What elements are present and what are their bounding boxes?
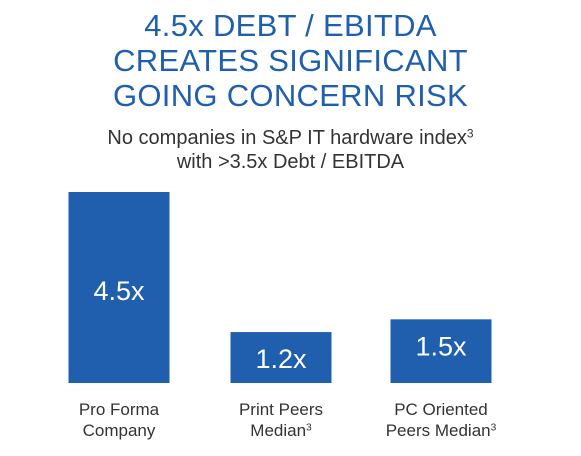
category-label-line-2-text: Median <box>250 421 307 440</box>
bar-2 <box>230 332 332 383</box>
subtitle-line-1-text: No companies in S&P IT hardware index <box>107 127 467 149</box>
category-label-line-2: Company <box>34 420 204 441</box>
title-line-1: 4.5x DEBT / EBITDA <box>144 8 437 43</box>
subtitle-footnote-marker: 3 <box>466 126 474 141</box>
bar-1 <box>68 192 170 383</box>
chart-title: 4.5x DEBT / EBITDA CREATES SIGNIFICANT G… <box>0 8 581 113</box>
subtitle-line-2: with >3.5x Debt / EBITDA <box>176 151 405 173</box>
category-label-line-2-text: Company <box>82 421 156 440</box>
data-label-2: 1.2x <box>255 344 307 374</box>
category-label-2: Print Peers Median3 <box>196 399 366 441</box>
subtitle-line-1: No companies in S&P IT hardware index3 <box>0 126 581 150</box>
category-label-line-2: Peers Median3 <box>356 420 526 441</box>
category-label-line-2-text: Peers Median <box>385 421 491 440</box>
category-footnote-marker: 3 <box>490 422 497 434</box>
title-line-3: GOING CONCERN RISK <box>112 78 469 113</box>
category-label-3: PC Oriented Peers Median3 <box>356 399 526 441</box>
data-label-1: 4.5x <box>93 276 145 306</box>
bar-3 <box>390 319 492 383</box>
category-label-line-2: Median3 <box>196 420 366 441</box>
title-line-2: CREATES SIGNIFICANT <box>113 43 468 78</box>
category-label-1: Pro Forma Company <box>34 399 204 441</box>
data-label-3: 1.5x <box>415 331 467 361</box>
category-label-line-1: PC Oriented <box>394 400 488 419</box>
category-footnote-marker: 3 <box>306 422 312 434</box>
category-label-line-1: Pro Forma <box>78 400 160 419</box>
category-label-line-1: Print Peers <box>238 400 324 419</box>
chart-subtitle: No companies in S&P IT hardware index3 w… <box>0 126 581 174</box>
